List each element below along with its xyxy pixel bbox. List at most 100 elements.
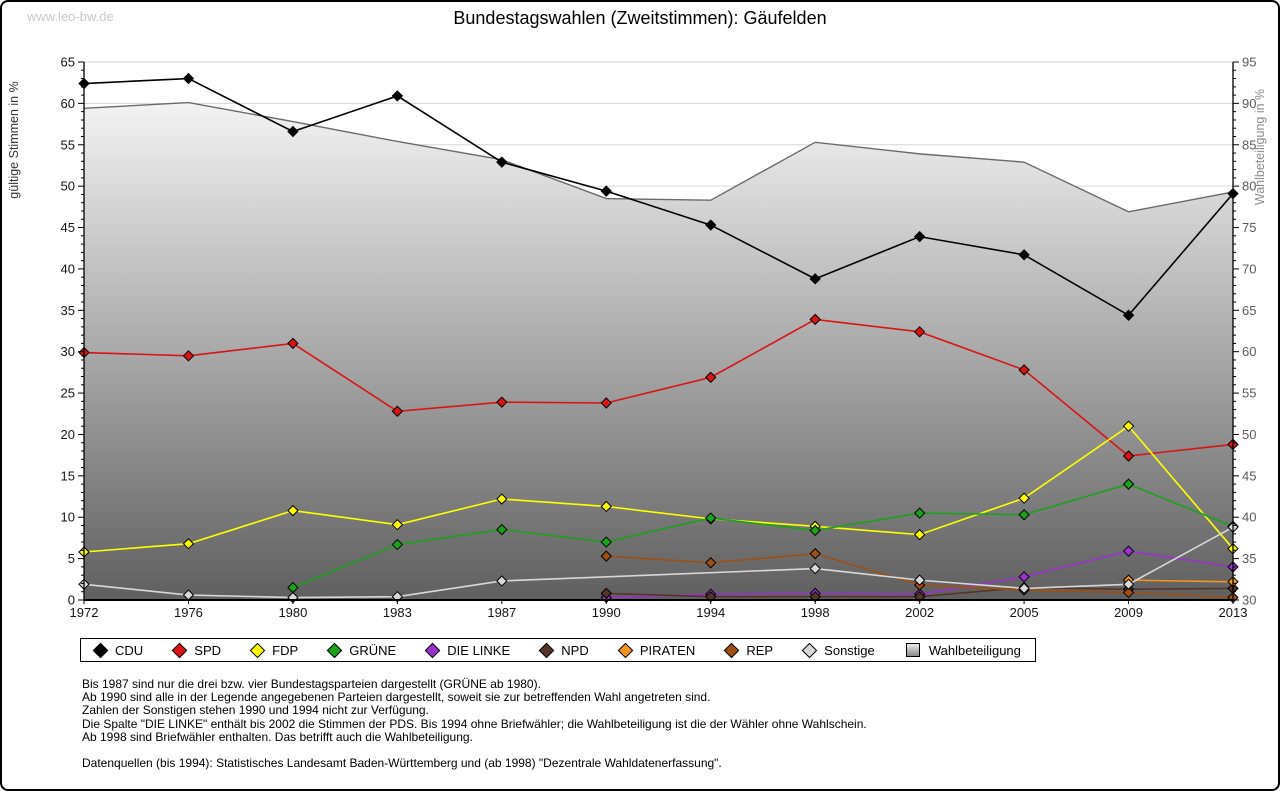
x-tick-label: 1980	[278, 605, 307, 620]
series-spd	[78, 313, 1239, 462]
legend-item-spd: SPD	[172, 642, 222, 658]
series-gruene	[287, 478, 1239, 594]
legend-diamond-rep	[724, 642, 740, 658]
marker-gruene	[496, 523, 508, 536]
left-tick-label: 20	[61, 427, 75, 442]
x-tick-label: 2005	[1010, 605, 1039, 620]
x-tick-label: 1972	[70, 605, 99, 620]
marker-sonstige	[1122, 578, 1135, 590]
legend-item-npd: NPD	[538, 642, 589, 658]
right-tick-label: 65	[1242, 303, 1256, 318]
watermark: www.leo-bw.de	[27, 9, 114, 24]
marker-sonstige	[496, 575, 508, 587]
legend-label-fdp: FDP	[272, 642, 299, 658]
marker-gruene	[1122, 478, 1135, 490]
legend-label-linke: DIE LINKE	[447, 642, 511, 658]
legend-item-gruene: GRÜNE	[326, 642, 397, 658]
series-cdu	[78, 72, 1239, 321]
marker-fdp	[600, 500, 612, 513]
legend-square-wahlbeteiligung	[905, 643, 920, 657]
right-tick-label: 75	[1242, 220, 1256, 235]
legend-label-wahlbeteiligung: Wahlbeteiligung	[928, 642, 1021, 658]
marker-fdp	[913, 528, 926, 541]
legend-item-fdp: FDP	[249, 642, 299, 658]
legend-diamond-cdu	[92, 642, 109, 658]
marker-sonstige	[1018, 582, 1030, 595]
legend-diamond-linke	[425, 642, 441, 658]
marker-rep	[705, 557, 717, 569]
footnote-line-5: Ab 1998 sind Briefwähler enthalten. Das …	[82, 729, 473, 744]
footnote-line-3: Zahlen der Sonstigen stehen 1990 und 199…	[82, 703, 429, 718]
x-tick-label: 2013	[1219, 605, 1248, 620]
marker-npd	[600, 587, 612, 600]
legend-label-rep: REP	[746, 642, 774, 658]
legend-item-sonstige: Sonstige	[801, 642, 875, 658]
chart-legend: CDU SPD FDP GRÜNE DIE LINKE NPD PIRATEN REP Sons…	[80, 638, 1036, 662]
marker-spd	[600, 397, 612, 409]
marker-fdp	[496, 493, 508, 505]
series-line-spd	[83, 318, 1234, 457]
marker-gruene	[600, 536, 612, 548]
series-line-piraten	[1128, 579, 1234, 583]
right-tick-label: 45	[1242, 468, 1256, 483]
left-tick-label: 30	[61, 344, 75, 359]
marker-fdp	[182, 538, 195, 550]
right-tick-label: 35	[1242, 551, 1256, 566]
left-tick-label: 10	[61, 510, 75, 525]
legend-diamond-spd	[172, 642, 188, 658]
marker-cdu	[600, 185, 612, 197]
x-tick-label: 1990	[592, 605, 621, 620]
marker-spd	[496, 396, 508, 408]
left-tick-label: 45	[61, 220, 75, 235]
footnote-line-2: Ab 1990 sind alle in der Legende angegeb…	[82, 690, 711, 705]
legend-diamond-npd	[538, 642, 555, 658]
marker-fdp	[391, 518, 404, 531]
legend-label-piraten: PIRATEN	[639, 642, 696, 658]
series-line-gruene	[292, 483, 1234, 589]
right-tick-label: 80	[1242, 179, 1256, 194]
marker-cdu	[182, 72, 195, 85]
marker-spd	[913, 326, 926, 338]
right-tick-label: 55	[1242, 386, 1256, 401]
marker-cdu	[391, 90, 404, 102]
marker-spd	[287, 337, 299, 350]
left-tick-label: 0	[68, 593, 75, 608]
page-title: Bundestagswahlen (Zweitstimmen): Gäufeld…	[453, 8, 827, 28]
marker-fdp	[287, 504, 299, 517]
series-group	[78, 72, 1239, 604]
right-tick-label: 95	[1242, 55, 1256, 70]
series-line-cdu	[83, 77, 1234, 317]
marker-rep	[809, 547, 821, 560]
left-tick-label: 65	[61, 55, 75, 70]
marker-spd	[809, 313, 821, 326]
marker-rep	[1122, 586, 1135, 599]
legend-label-gruene: GRÜNE	[349, 642, 397, 658]
legend-label-sonstige: Sonstige	[824, 642, 875, 658]
marker-cdu	[809, 273, 821, 285]
marker-cdu	[705, 219, 717, 231]
x-tick-label: 1976	[174, 605, 203, 620]
left-axis-title: gültige Stimmen in %	[7, 81, 21, 198]
marker-gruene	[913, 507, 926, 519]
marker-spd	[705, 371, 717, 384]
right-tick-label: 30	[1242, 593, 1256, 608]
marker-spd	[182, 350, 195, 362]
marker-cdu	[287, 125, 299, 138]
left-tick-label: 15	[61, 468, 75, 483]
marker-fdp	[1122, 420, 1135, 432]
left-tick-label: 5	[68, 551, 75, 566]
x-tick-label: 1987	[487, 605, 516, 620]
left-tick-label: 60	[61, 96, 75, 111]
right-tick-label: 85	[1242, 137, 1256, 152]
marker-fdp	[1018, 492, 1030, 504]
turnout-line	[83, 101, 1234, 213]
right-tick-label: 50	[1242, 427, 1256, 442]
x-tick-label: 2009	[1114, 605, 1143, 620]
legend-diamond-gruene	[326, 642, 343, 658]
legend-label-spd: SPD	[194, 642, 222, 658]
legend-item-cdu: CDU	[92, 642, 143, 658]
x-tick-label: 1998	[801, 605, 830, 620]
turnout-area	[84, 102, 1233, 601]
legend-diamond-piraten	[617, 642, 634, 658]
